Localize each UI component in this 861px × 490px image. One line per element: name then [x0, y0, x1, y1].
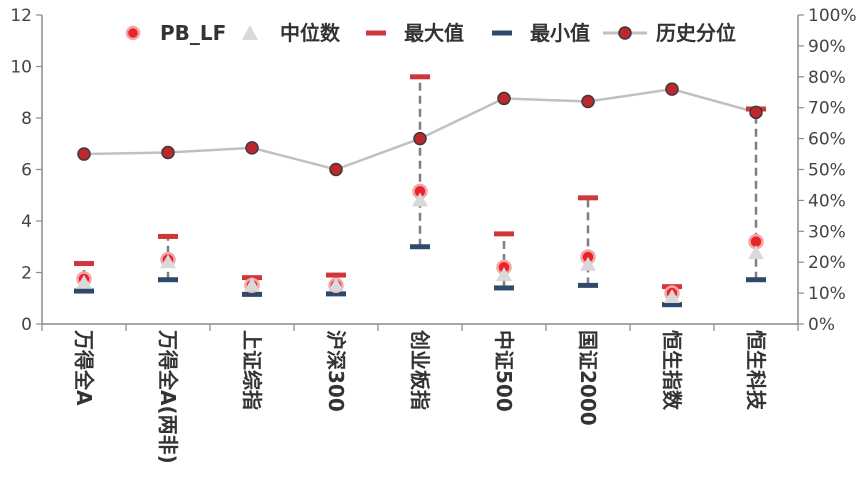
category-label: 上证综指 — [240, 330, 264, 410]
min-marker — [410, 244, 430, 250]
median-point — [580, 256, 596, 271]
category-label: 万得全A(两非) — [156, 329, 180, 464]
percentile-point — [161, 145, 175, 160]
left-tick-label: 2 — [21, 264, 32, 284]
right-tick-label: 60% — [808, 130, 846, 150]
percentile-point — [413, 131, 427, 146]
legend-median-label: 中位数 — [280, 21, 341, 45]
min-marker — [242, 291, 262, 297]
median-point — [412, 192, 428, 207]
right-tick-label: 80% — [808, 68, 846, 88]
left-tick-label: 10 — [10, 58, 32, 78]
min-marker — [578, 282, 598, 288]
percentile-point — [245, 141, 259, 155]
legend-max-symbol — [366, 30, 386, 36]
category-label: 恒生科技 — [744, 330, 768, 411]
min-marker — [662, 302, 682, 308]
right-tick-label: 10% — [808, 284, 846, 304]
category-label: 恒生指数 — [660, 330, 684, 411]
median-point — [748, 245, 764, 260]
median-point — [244, 277, 260, 292]
percentile-point — [329, 162, 343, 177]
category-label: 万得全A — [72, 329, 96, 406]
percentile-point — [77, 147, 91, 161]
max-marker — [158, 233, 178, 239]
percentile-point — [665, 82, 679, 96]
left-tick-label: 4 — [21, 212, 32, 232]
left-tick-label: 0 — [21, 315, 32, 335]
right-tick-label: 20% — [808, 253, 846, 273]
max-marker — [74, 260, 94, 266]
legend-max-label: 最大值 — [404, 21, 464, 45]
right-tick-label: 40% — [808, 191, 846, 211]
category-label: 中证500 — [492, 330, 516, 412]
min-marker — [746, 277, 766, 283]
min-marker — [74, 288, 94, 294]
right-tick-label: 70% — [808, 99, 846, 119]
right-tick-label: 50% — [808, 161, 846, 181]
right-tick-label: 100% — [808, 6, 857, 26]
right-tick-label: 0% — [808, 315, 835, 335]
percentile-point — [749, 105, 763, 120]
legend-percentile-symbol — [618, 26, 632, 40]
legend: PB_LF 中位数 最大值 最小值 历史分位 — [125, 21, 736, 45]
right-tick-label: 30% — [808, 222, 846, 242]
min-marker — [158, 277, 178, 283]
legend-min-label: 最小值 — [530, 21, 590, 45]
left-tick-label: 8 — [21, 109, 32, 129]
median-point — [76, 274, 92, 289]
legend-min-symbol — [492, 30, 512, 36]
category-label: 创业板指 — [408, 329, 432, 410]
max-marker — [578, 195, 598, 201]
percentile-point — [497, 91, 511, 106]
min-marker — [494, 285, 514, 291]
legend-percentile-label: 历史分位 — [656, 21, 736, 45]
median-point — [328, 277, 344, 292]
median-point — [664, 288, 680, 303]
median-point — [496, 267, 512, 282]
percentile-point — [581, 94, 595, 109]
legend-pb-symbol — [125, 25, 141, 41]
max-marker — [494, 231, 514, 237]
min-marker — [326, 291, 346, 297]
category-label: 国证2000 — [576, 330, 600, 426]
legend-median-symbol — [242, 25, 258, 40]
max-marker — [410, 74, 430, 80]
median-point — [160, 254, 176, 269]
left-tick-label: 6 — [21, 161, 32, 181]
left-tick-label: 12 — [10, 6, 32, 26]
legend-pb-label: PB_LF — [160, 21, 226, 45]
category-label: 沪深300 — [324, 330, 348, 412]
max-marker — [326, 272, 346, 278]
right-tick-label: 90% — [808, 37, 846, 57]
